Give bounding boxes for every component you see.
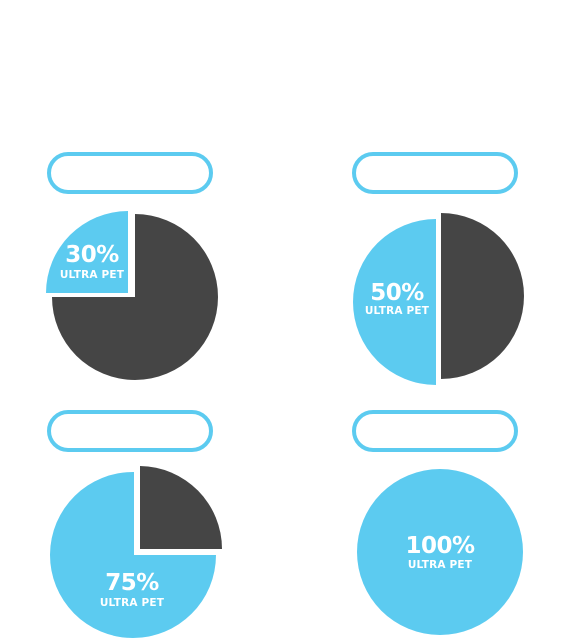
pie-chart-50 [353,213,524,385]
percent-label-30: 30% [65,242,119,268]
pie-75-remainder [140,466,222,549]
pie-chart-30 [46,211,218,380]
percent-label-100: 100% [405,533,475,559]
pie-50-highlight [353,219,436,385]
percent-label-50: 50% [370,280,424,306]
label-pill-1 [47,152,213,194]
label-pill-2 [352,152,518,194]
ultra-pet-label-75: ULTRA PET [99,597,165,609]
ultra-pet-label-50: ULTRA PET [364,305,430,317]
ultra-pet-label-100: ULTRA PET [407,559,473,571]
pie-30-remainder [52,214,218,380]
pie-75-highlight [49,471,216,638]
label-pill-3 [47,410,213,452]
pie-chart-75 [49,466,222,638]
pie-30-highlight [46,211,128,293]
pie-chart-100 [357,469,523,635]
pie-50-remainder [441,213,524,379]
pie-100-highlight [357,469,523,635]
label-pill-4 [352,410,518,452]
ultra-pet-label-30: ULTRA PET [59,269,125,281]
percent-label-75: 75% [105,570,159,596]
